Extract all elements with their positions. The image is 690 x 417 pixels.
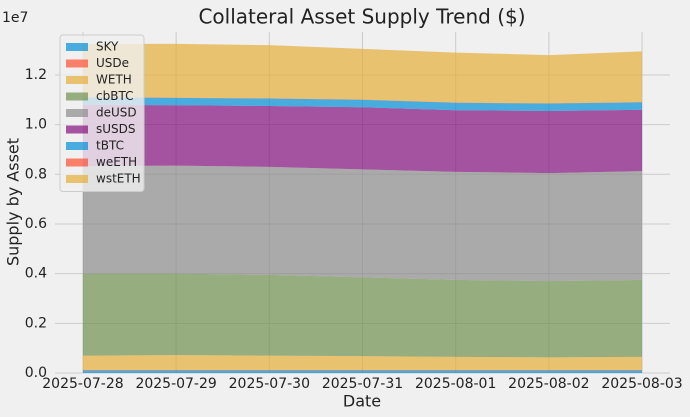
- y-tick-label: 1.0: [25, 117, 47, 133]
- legend-swatch: [66, 109, 88, 117]
- legend-label: USDe: [96, 56, 129, 70]
- legend-label: sUSDS: [96, 122, 136, 136]
- legend-swatch: [66, 43, 88, 51]
- x-tick-label: 2025-07-31: [322, 376, 403, 392]
- area: [82, 43, 643, 104]
- y-tick-label: 0.8: [25, 166, 47, 182]
- area: [82, 355, 643, 371]
- y-axis-label: Supply by Asset: [4, 138, 23, 266]
- legend-label: SKY: [96, 40, 119, 54]
- x-tick-label: 2025-07-29: [135, 376, 216, 392]
- x-tick-label: 2025-07-30: [229, 376, 310, 392]
- legend-box: [59, 34, 145, 192]
- legend-swatch: [66, 125, 88, 134]
- area: [82, 104, 643, 174]
- legend-swatch: [66, 59, 88, 68]
- legend-label: deUSD: [96, 106, 137, 120]
- legend-label: tBTC: [96, 139, 124, 153]
- legend-label: wstETH: [96, 172, 141, 186]
- x-tick-label: 2025-07-28: [42, 376, 123, 392]
- area: [82, 97, 643, 111]
- legend-label: weETH: [96, 155, 137, 169]
- legend-swatch: [66, 76, 88, 84]
- legend-swatch: [66, 92, 88, 101]
- legend-swatch: [66, 175, 88, 183]
- y-offset-label: 1e7: [2, 10, 28, 26]
- y-tick-label: 0.4: [25, 266, 47, 282]
- area: [82, 273, 643, 358]
- x-tick-label: 2025-08-02: [508, 376, 589, 392]
- x-tick-label: 2025-08-01: [415, 376, 496, 392]
- area: [82, 370, 643, 373]
- y-tick-label: 0.0: [25, 365, 47, 381]
- area: [82, 97, 643, 104]
- y-tick-label: 1.2: [25, 67, 47, 83]
- legend-label: WETH: [96, 73, 132, 87]
- legend-swatch: [66, 142, 88, 150]
- y-tick-label: 0.2: [25, 315, 47, 331]
- legend-swatch: [66, 158, 88, 167]
- legend: SKY USDe WETH cbBTC deUSD sUSDS tBTC weETH wstET…: [59, 34, 145, 192]
- area: [82, 165, 643, 282]
- y-tick-label: 0.6: [25, 216, 47, 232]
- x-axis-label: Date: [343, 392, 381, 411]
- chart-title: Collateral Asset Supply Trend ($): [198, 5, 525, 29]
- legend-label: cbBTC: [96, 89, 133, 103]
- x-tick-label: 2025-08-03: [601, 376, 682, 392]
